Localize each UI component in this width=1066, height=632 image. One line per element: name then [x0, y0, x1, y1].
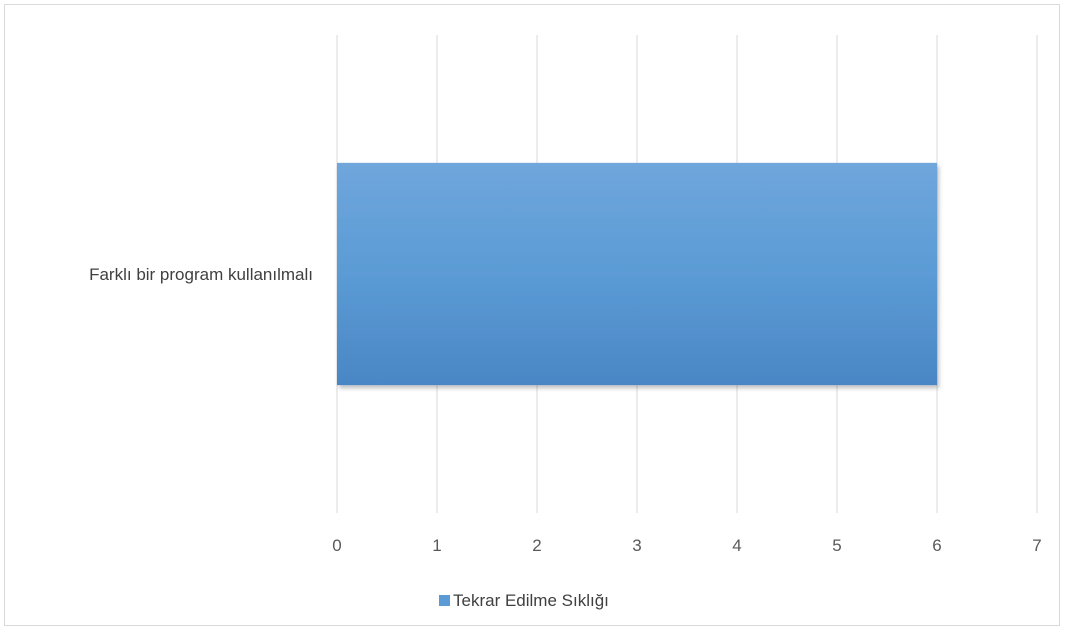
legend: Tekrar Edilme Sıklığı — [439, 591, 609, 610]
legend-swatch — [439, 595, 450, 606]
category-label: Farklı bir program kullanılmalı — [89, 265, 313, 284]
x-tick-label: 3 — [632, 536, 641, 555]
bar — [337, 162, 937, 386]
x-tick-label: 5 — [832, 536, 841, 555]
x-tick-label: 2 — [532, 536, 541, 555]
x-tick-label: 4 — [732, 536, 741, 555]
x-axis-ticks: 0 1 2 3 4 5 6 7 — [332, 536, 1041, 555]
x-tick-label: 7 — [1032, 536, 1041, 555]
chart-frame: 0 1 2 3 4 5 6 7 Farklı bir program kullanılmalı… — [4, 4, 1060, 626]
legend-label: Tekrar Edilme Sıklığı — [453, 591, 609, 610]
bars — [337, 162, 937, 386]
y-axis-categories: Farklı bir program kullanılmalı — [89, 265, 313, 284]
x-tick-label: 6 — [932, 536, 941, 555]
x-tick-label: 1 — [432, 536, 441, 555]
x-tick-label: 0 — [332, 536, 341, 555]
bar-chart: 0 1 2 3 4 5 6 7 Farklı bir program kullanılmalı… — [89, 35, 1042, 610]
